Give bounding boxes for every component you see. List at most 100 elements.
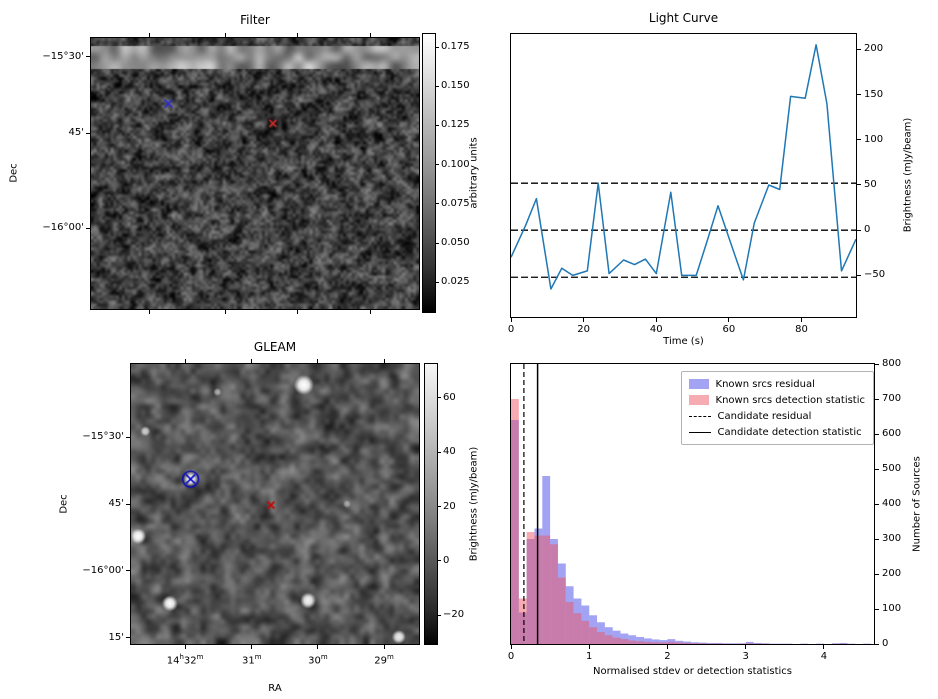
tick-mark: [857, 274, 861, 276]
y-tick-label: 150: [864, 88, 884, 100]
tick-mark: [126, 503, 130, 505]
y-tick-label: 200: [864, 43, 884, 55]
y-tick-label: 0.125: [441, 119, 470, 131]
tick-mark: [297, 33, 299, 37]
lightcurve-xlabel: Time (s): [663, 336, 704, 347]
lightcurve-axes: [510, 33, 857, 318]
tick-mark: [436, 164, 439, 166]
x-tick-label: 4: [820, 651, 828, 662]
y-tick-label: 15': [108, 631, 124, 643]
tick-mark: [438, 451, 441, 453]
tick-mark: [875, 503, 879, 505]
x-tick-label: 40: [649, 324, 663, 335]
tick-mark: [224, 33, 226, 37]
gleam-colorbar-label: Brightness (mJy/beam): [468, 446, 480, 562]
y-tick-label: 0.100: [441, 158, 470, 170]
tick-mark: [184, 645, 186, 649]
tick-mark: [588, 645, 590, 649]
tick-mark: [875, 538, 879, 540]
x-tick-label: 3: [742, 651, 749, 662]
y-tick-label: 200: [882, 568, 902, 579]
filter-title: Filter: [240, 13, 270, 27]
tick-mark: [297, 310, 299, 314]
tick-mark: [251, 359, 253, 363]
x-tick-label: 0: [507, 324, 515, 335]
y-tick-label: 20: [443, 500, 456, 512]
legend-entry: Known srcs residual: [688, 376, 865, 392]
x-tick-label: 14h32m: [166, 653, 204, 667]
x-tick-label: 31m: [242, 653, 262, 667]
filter-ylabel: Dec: [8, 163, 20, 183]
y-tick-label: 100: [882, 603, 902, 614]
y-tick-label: 0.150: [441, 80, 470, 92]
y-tick-label: 0: [443, 554, 450, 566]
filter-colorbar-label: arbitrary units: [468, 137, 480, 209]
legend-patch-sample: [688, 379, 709, 389]
tick-mark: [317, 645, 319, 649]
y-tick-label: −15°30': [82, 431, 124, 443]
y-tick-label: 600: [882, 428, 902, 439]
histogram-ylabel: Number of Sources: [911, 456, 923, 552]
tick-mark: [438, 560, 441, 562]
y-tick-label: 0.075: [441, 197, 470, 209]
x-tick-label: 2: [664, 651, 671, 662]
tick-mark: [823, 645, 825, 649]
tick-mark: [436, 46, 439, 48]
tick-mark: [655, 318, 657, 322]
light-curve-line: [510, 44, 857, 290]
tick-mark: [383, 359, 385, 363]
legend-entry: Candidate detection statistic: [688, 424, 865, 440]
y-tick-label: 700: [882, 393, 902, 404]
legend-label: Candidate residual: [717, 410, 812, 422]
tick-mark: [438, 614, 441, 616]
x-tick-label: 80: [795, 324, 808, 335]
y-tick-label: 0: [882, 638, 889, 649]
tick-mark: [583, 318, 585, 322]
gleam-image-canvas: [131, 364, 419, 644]
tick-mark: [857, 184, 861, 186]
y-tick-label: 0: [864, 224, 871, 236]
y-tick-label: 50: [864, 178, 877, 190]
y-tick-label: 300: [882, 533, 902, 544]
y-tick-label: 40: [443, 446, 456, 458]
tick-mark: [801, 318, 803, 322]
tick-mark: [666, 645, 668, 649]
tick-mark: [510, 645, 512, 649]
lightcurve-ylabel: Brightness (mJy/beam): [902, 117, 914, 233]
y-tick-label: −16°00': [42, 222, 84, 234]
tick-mark: [224, 310, 226, 314]
x-tick-label: 29m: [374, 653, 394, 667]
gleam-colorbar: [424, 363, 438, 645]
tick-mark: [875, 363, 879, 365]
filter-image-canvas: [91, 38, 419, 309]
tick-mark: [436, 242, 439, 244]
tick-mark: [875, 643, 879, 645]
legend-solid-sample: [688, 431, 711, 433]
y-tick-label: −15°30': [42, 50, 84, 62]
legend-label: Candidate detection statistic: [717, 426, 862, 438]
legend-label: Known srcs detection statistic: [715, 394, 865, 406]
tick-mark: [184, 359, 186, 363]
y-tick-label: −20: [443, 609, 465, 621]
tick-mark: [126, 637, 130, 639]
tick-mark: [857, 229, 861, 231]
legend: Known srcs residual Known srcs detection …: [680, 371, 874, 445]
histogram-plot: [511, 364, 871, 644]
legend-label: Known srcs residual: [715, 378, 815, 390]
filter-axes: [90, 37, 420, 310]
light-curve-plot: [510, 44, 857, 290]
gleam-xlabel: RA: [268, 683, 282, 694]
tick-mark: [728, 318, 730, 322]
gleam-axes: [130, 363, 420, 645]
y-tick-label: 0.025: [441, 276, 470, 288]
x-tick-label: 30m: [308, 653, 328, 667]
lightcurve-title: Light Curve: [648, 11, 719, 25]
y-tick-label: 800: [882, 358, 902, 369]
x-tick-label: 1: [586, 651, 593, 662]
tick-mark: [148, 310, 150, 314]
tick-mark: [857, 139, 861, 141]
y-tick-label: 0.050: [441, 237, 470, 248]
tick-mark: [370, 33, 371, 37]
legend-entry: Known srcs detection statistic: [688, 392, 865, 408]
